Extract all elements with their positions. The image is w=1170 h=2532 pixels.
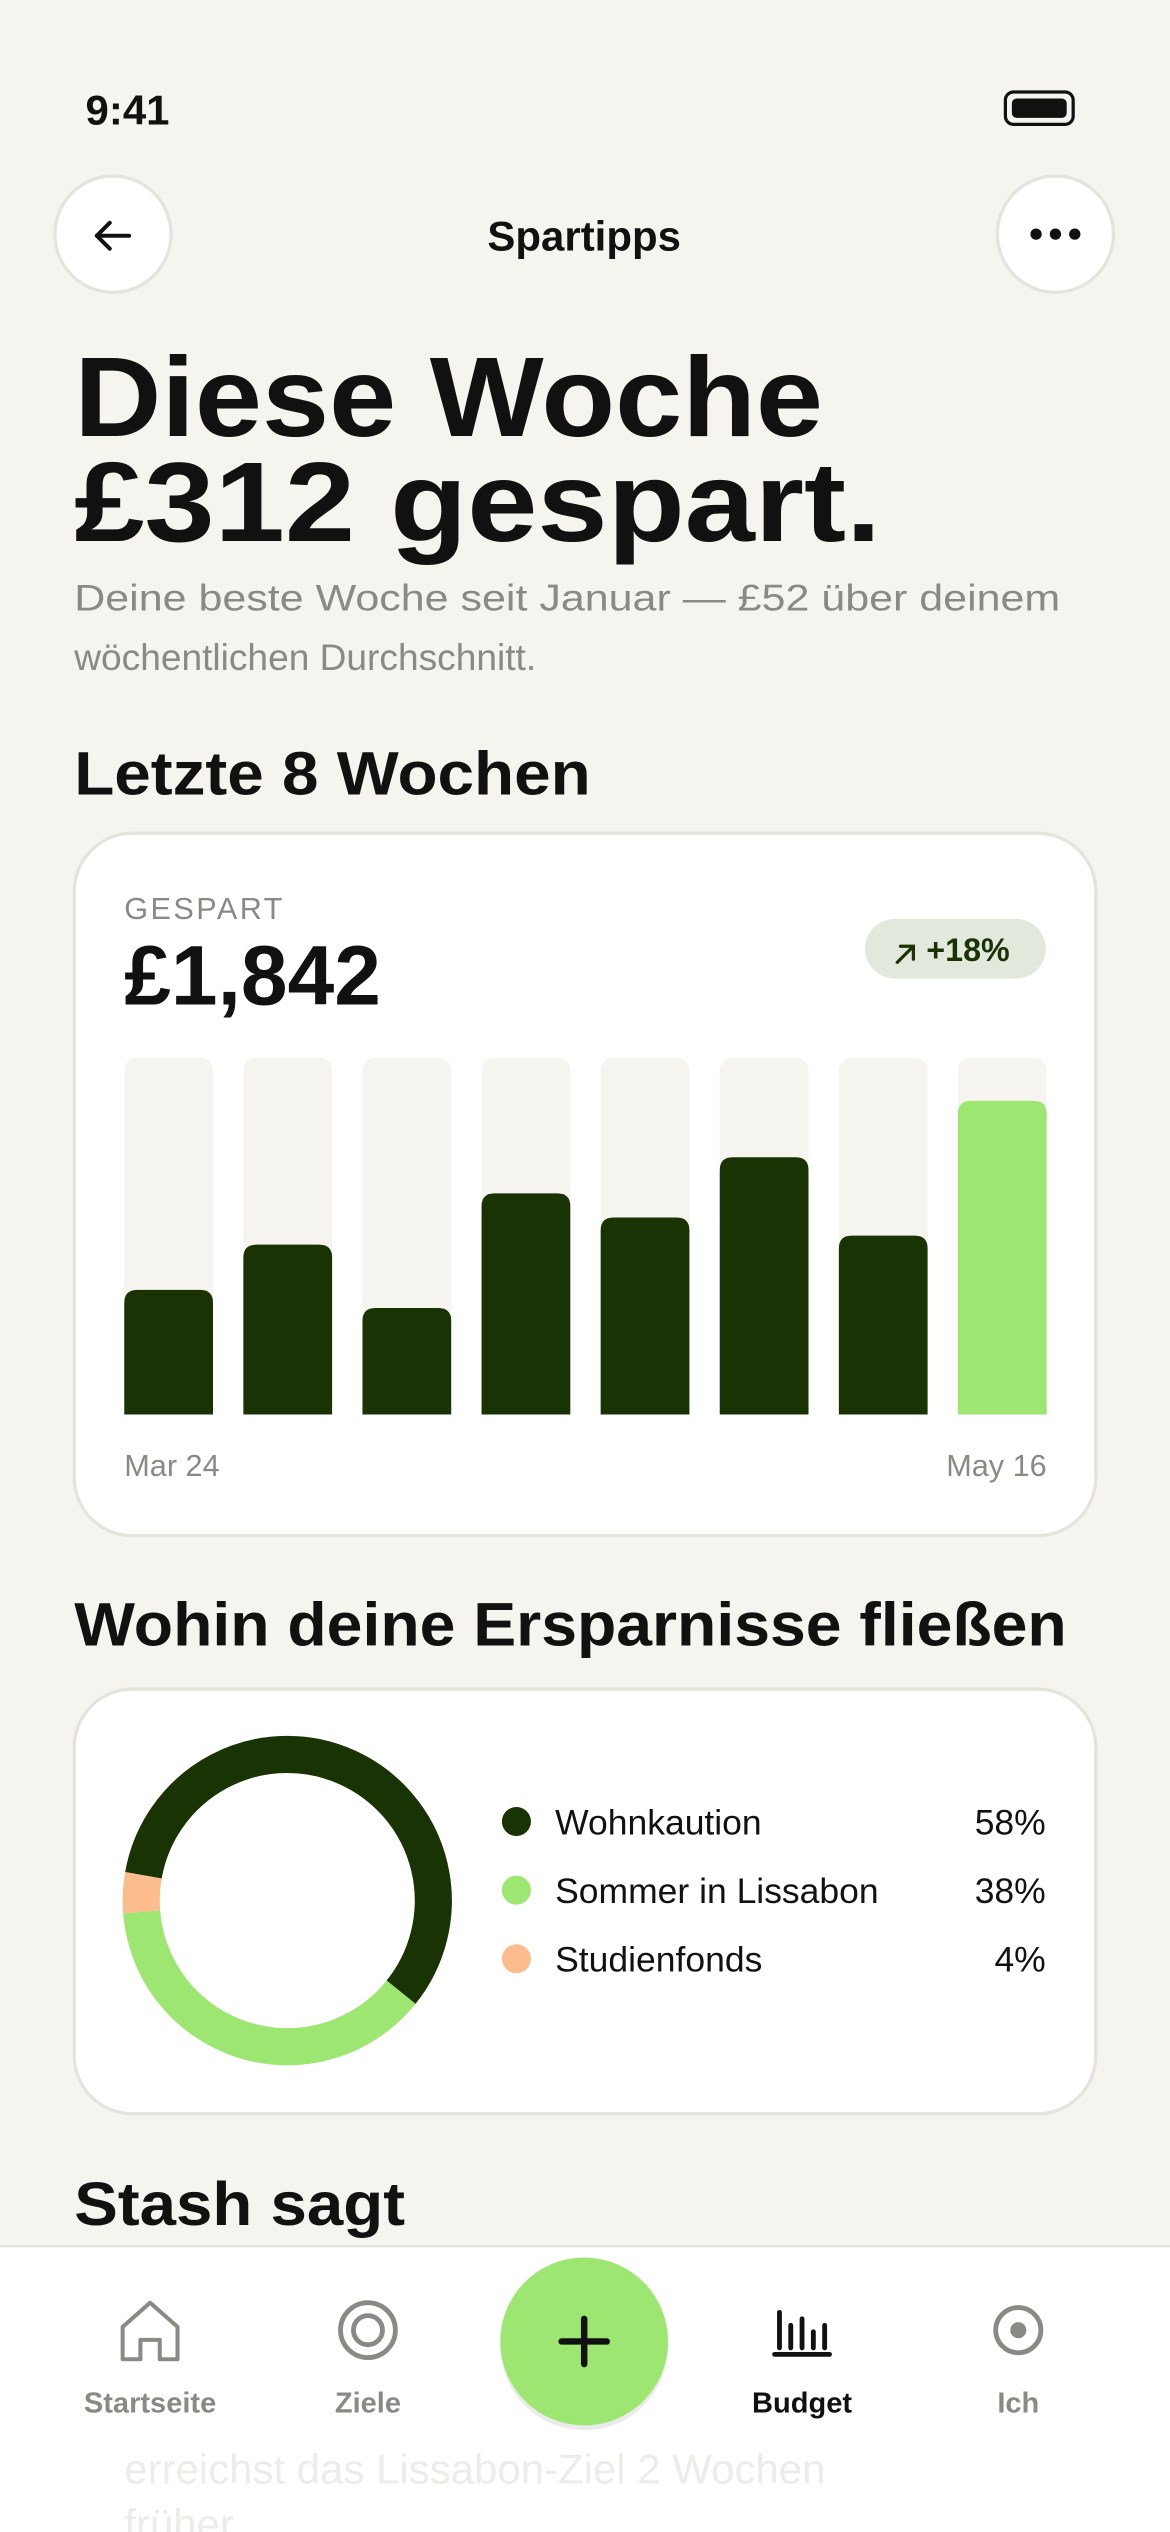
stash-text: erreichst das Lissabon-Ziel 2 Wochen: [124, 2446, 825, 2493]
bar: [600, 1217, 690, 1415]
legend-label: Studienfonds: [555, 1940, 762, 1980]
back-button[interactable]: [53, 174, 173, 294]
section-heading: Stash sagt: [74, 2169, 405, 2238]
section-heading: Letzte 8 Wochen: [74, 738, 590, 807]
bar: [481, 1193, 571, 1415]
stash-text: früher: [124, 2500, 234, 2532]
hero-title: £312 gespart.: [74, 439, 881, 565]
legend-value: 38%: [975, 1871, 1046, 1911]
nav-label[interactable]: Budget: [752, 2387, 852, 2419]
nav-icon-me[interactable]: [993, 2305, 1044, 2356]
nav-icon-budget[interactable]: [772, 2309, 832, 2357]
legend-value: 58%: [975, 1802, 1046, 1842]
bar: [124, 1289, 214, 1415]
donut-segment: [123, 1910, 416, 2066]
bar: [719, 1157, 809, 1415]
battery: [1003, 90, 1075, 126]
nav-icon-home[interactable]: [120, 2300, 180, 2362]
nav-icon-goals[interactable]: [338, 2300, 398, 2361]
bar: [362, 1308, 452, 1415]
x-tick-label: Mar 24: [124, 1449, 219, 1483]
legend-label: Wohnkaution: [555, 1802, 762, 1842]
pie-card: [72, 1687, 1098, 2116]
card-label: GESPART: [124, 892, 285, 926]
hero-subtitle: wöchentlichen Durchschnitt.: [73, 636, 536, 678]
card-total: £1,842: [124, 928, 381, 1022]
nav-label[interactable]: Ziele: [335, 2387, 401, 2419]
legend-value: 4%: [994, 1940, 1045, 1980]
section-heading: Wohin deine Ersparnisse fließen: [74, 1589, 1066, 1658]
nav-label[interactable]: Ich: [997, 2387, 1039, 2419]
hero-title: Diese Woche: [74, 334, 823, 460]
legend-dot: [501, 1944, 531, 1974]
bar: [838, 1235, 928, 1415]
status-time: 9:41: [86, 86, 170, 133]
more-button[interactable]: [995, 174, 1116, 294]
change-badge: [864, 918, 1046, 979]
legend-label: Sommer in Lissabon: [555, 1871, 878, 1911]
legend-dot: [501, 1875, 531, 1905]
donut-segment: [122, 1872, 162, 1914]
bar: [957, 1100, 1047, 1415]
change-value: +18%: [926, 932, 1009, 968]
legend-dot: [501, 1806, 531, 1837]
header-title: Spartipps: [487, 212, 681, 259]
x-tick-label: May 16: [946, 1449, 1047, 1483]
add-button[interactable]: [500, 2257, 669, 2431]
bar: [243, 1244, 333, 1415]
hero-subtitle: Deine beste Woche seit Januar — £52 über…: [74, 576, 1060, 618]
nav-label[interactable]: Startseite: [84, 2387, 216, 2419]
donut-segment: [125, 1735, 452, 2004]
